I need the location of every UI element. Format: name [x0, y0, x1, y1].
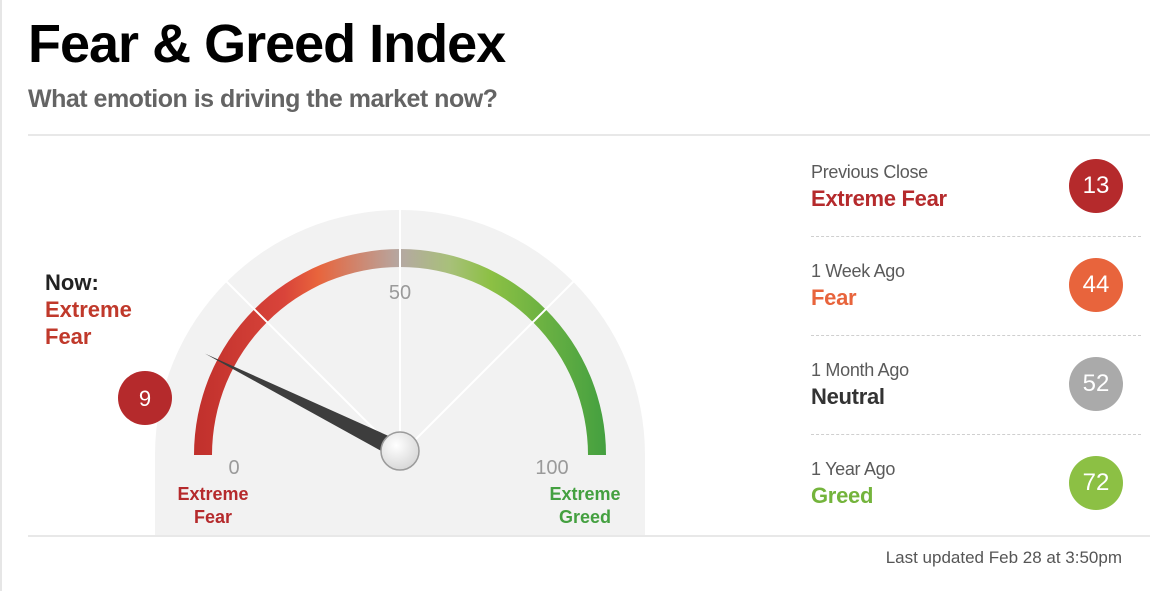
row-divider [811, 335, 1141, 336]
history-rating: Greed [811, 483, 874, 508]
now-label: Now: [45, 270, 99, 295]
history-value-badge: 44 [1069, 258, 1123, 312]
history-label: 1 Year Ago [811, 459, 896, 479]
history-label: 1 Week Ago [811, 261, 905, 281]
history-row-1-week-ago: 1 Week Ago Fear 44 [811, 237, 1141, 336]
history-row-1-month-ago: 1 Month Ago Neutral 52 [811, 336, 1141, 435]
history-label: Previous Close [811, 162, 928, 182]
row-divider [811, 236, 1141, 237]
history-value-badge: 52 [1069, 357, 1123, 411]
gauge-needle-knob [380, 431, 420, 471]
history-panel: Previous Close Extreme Fear 13 1 Week Ag… [811, 138, 1141, 534]
gauge-needle [205, 353, 404, 460]
history-rating: Neutral [811, 384, 885, 409]
history-value-badge: 13 [1069, 159, 1123, 213]
gauge-right-end-label-line2: Greed [559, 507, 611, 527]
gauge-mid-label: 50 [389, 282, 411, 304]
now-value-text: 9 [139, 386, 151, 411]
gauge-left-end-label-line2: Fear [194, 507, 232, 527]
now-rating: Extreme Fear [45, 297, 132, 349]
history-row-previous-close: Previous Close Extreme Fear 13 [811, 138, 1141, 237]
gauge-min-label: 0 [228, 457, 239, 479]
gauge-left-end-label-line1: Extreme [177, 484, 248, 504]
fear-greed-gauge: 0 50 100 Extreme Fear Extreme Greed 9 [118, 208, 645, 535]
now-readout: Now: Extreme Fear [45, 269, 155, 350]
gauge-right-end-label-line1: Extreme [549, 484, 620, 504]
gauge-max-label: 100 [535, 457, 568, 479]
history-rating: Fear [811, 285, 857, 310]
history-label: 1 Month Ago [811, 360, 909, 380]
history-row-1-year-ago: 1 Year Ago Greed 72 [811, 435, 1141, 534]
page-title: Fear & Greed Index [28, 14, 506, 74]
history-value-badge: 72 [1069, 456, 1123, 510]
gauge-segment-dividers [224, 208, 576, 456]
now-value-badge [118, 371, 172, 425]
row-divider [811, 434, 1141, 435]
history-rating: Extreme Fear [811, 186, 947, 211]
last-updated: Last updated Feb 28 at 3:50pm [885, 548, 1122, 567]
bottom-divider [28, 535, 1150, 537]
page-subtitle: What emotion is driving the market now? [28, 85, 498, 113]
top-divider [28, 134, 1150, 136]
left-border [0, 0, 2, 591]
